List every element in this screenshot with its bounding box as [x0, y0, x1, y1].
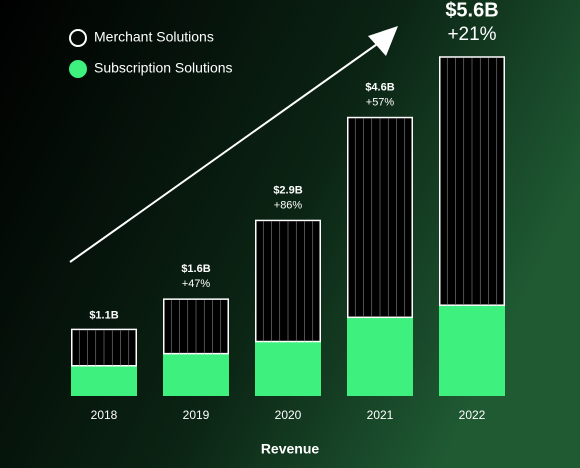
- growth-label: +47%: [182, 278, 211, 290]
- legend-swatch: [69, 60, 87, 78]
- bar-segment: [439, 305, 505, 396]
- x-tick-label: 2018: [91, 408, 118, 422]
- growth-label: +57%: [366, 96, 395, 108]
- legend-swatch: [69, 29, 87, 47]
- legend-label: Merchant Solutions: [94, 29, 214, 45]
- total-label: $1.1B: [89, 309, 118, 321]
- total-label: $1.6B: [181, 263, 210, 275]
- total-label: $4.6B: [365, 81, 394, 93]
- bar-segment: [163, 353, 229, 396]
- bar-segment: [347, 317, 413, 396]
- x-tick-label: 2020: [275, 408, 302, 422]
- bar-segment: [71, 365, 137, 396]
- total-label: $2.9B: [273, 184, 302, 196]
- chart-title: Revenue: [261, 441, 320, 457]
- x-tick-label: 2022: [459, 408, 486, 422]
- growth-label: +86%: [274, 199, 303, 211]
- growth-label: +21%: [447, 24, 496, 45]
- trend-arrow-head: [368, 26, 398, 56]
- trend-arrow-line: [69, 41, 381, 263]
- legend-label: Subscription Solutions: [94, 60, 233, 76]
- x-tick-label: 2019: [183, 408, 210, 422]
- bar-segment: [255, 341, 321, 396]
- x-tick-label: 2021: [367, 408, 394, 422]
- total-label: $5.6B: [445, 0, 498, 21]
